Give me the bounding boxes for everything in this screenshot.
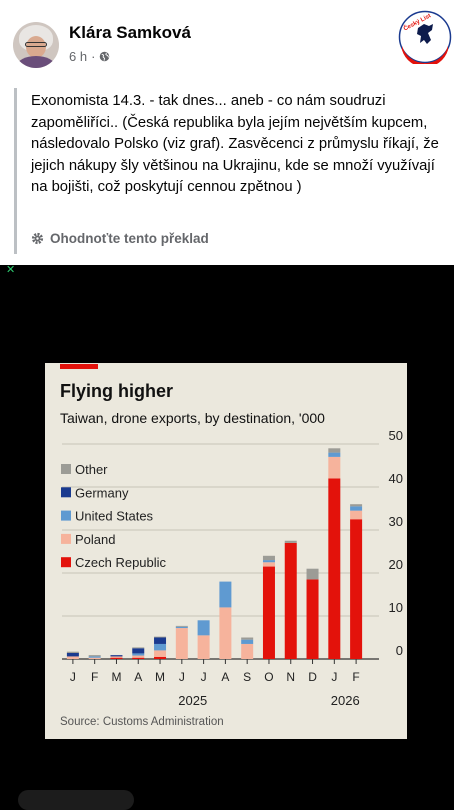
legend-swatch	[61, 510, 71, 521]
post-meta: 6 h ·	[69, 49, 110, 64]
globe-icon	[100, 51, 110, 62]
x-tick-label: O	[264, 670, 273, 684]
bar-segment	[262, 566, 275, 659]
post-text: Exonomista 14.3. - tak dnes... aneb - co…	[31, 93, 439, 195]
close-icon[interactable]: ✕	[6, 264, 16, 276]
bar-segment	[110, 656, 123, 658]
quote-bar	[14, 88, 17, 254]
x-tick-label: J	[179, 670, 185, 684]
legend-swatch	[61, 464, 71, 474]
bar-segment	[284, 542, 297, 659]
bar-segment	[132, 648, 145, 654]
chart-subtitle: Taiwan, drone exports, by destination, '…	[60, 410, 325, 426]
x-tick-label: M	[111, 670, 121, 684]
post-time[interactable]: 6 h	[69, 49, 88, 64]
bar-segment	[110, 657, 123, 659]
bar-segment	[306, 568, 319, 580]
author-name[interactable]: Klára Samková	[69, 23, 191, 42]
bar-segment	[154, 656, 167, 659]
x-tick-label: A	[134, 670, 142, 684]
bar-segment	[132, 647, 145, 649]
chart-accent-bar	[60, 364, 98, 369]
bar-segment	[219, 581, 232, 608]
x-tick-label: F	[352, 670, 359, 684]
bar-segment	[88, 656, 101, 658]
bottom-bar	[18, 790, 134, 810]
y-tick-label: 50	[389, 430, 403, 443]
year-label: 2025	[178, 693, 207, 708]
bar-segment	[132, 653, 145, 656]
y-tick-label: 20	[389, 557, 403, 572]
legend-label: Poland	[75, 532, 115, 547]
bar-segment	[175, 628, 188, 659]
bar-segment	[197, 620, 210, 636]
y-tick-label: 0	[396, 643, 403, 658]
y-tick-label: 10	[389, 600, 403, 615]
bar-segment	[262, 560, 275, 563]
x-tick-label: F	[91, 670, 98, 684]
x-tick-label: S	[243, 670, 251, 684]
bar-segment	[66, 652, 79, 657]
bar-segment	[328, 448, 341, 453]
year-label: 2026	[331, 693, 360, 708]
bar-segment	[328, 456, 341, 479]
y-tick-label: 40	[389, 471, 403, 486]
bar-segment	[350, 506, 363, 511]
legend-label: Germany	[75, 485, 129, 500]
bar-segment	[241, 643, 254, 659]
x-tick-label: M	[155, 670, 165, 684]
bar-segment	[66, 651, 79, 653]
legend-label: United States	[75, 509, 154, 524]
bar-segment	[154, 650, 167, 657]
chart-source: Source: Customs Administration	[60, 716, 224, 728]
bar-segment	[262, 562, 275, 567]
bar-segment	[175, 625, 188, 627]
legend-label: Other	[75, 462, 108, 477]
bar-segment	[66, 656, 79, 659]
legend-swatch	[61, 557, 71, 568]
bar-segment	[219, 607, 232, 659]
legend-swatch	[61, 533, 71, 544]
facebook-post: Klára Samková 6 h · Český List Exonomist…	[0, 0, 454, 265]
bar-segment	[175, 626, 188, 629]
x-tick-label: J	[70, 670, 76, 684]
bar-segment	[88, 657, 101, 659]
legend-label: Czech Republic	[75, 555, 167, 570]
meta-separator: ·	[91, 49, 96, 64]
chart-title: Flying higher	[60, 381, 174, 401]
bar-segment	[284, 540, 297, 543]
bar-segment	[110, 655, 123, 657]
cesky-list-logo-icon[interactable]: Český List	[398, 10, 452, 64]
bar-segment	[241, 637, 254, 640]
bar-segment	[328, 452, 341, 457]
bar-segment	[350, 519, 363, 659]
bar-segment	[306, 579, 319, 659]
bar-segment	[88, 655, 101, 657]
bar-segment	[241, 639, 254, 644]
bar-segment	[154, 637, 167, 644]
bar-segment	[197, 635, 210, 659]
x-tick-label: A	[221, 670, 229, 684]
x-tick-label: D	[308, 670, 317, 684]
x-tick-label: N	[286, 670, 295, 684]
bar-segment	[350, 510, 363, 520]
bar-segment	[132, 657, 145, 659]
chart-card	[45, 363, 407, 739]
bar-segment	[350, 504, 363, 507]
rate-translation-label: Ohodnoťte tento překlad	[50, 231, 209, 246]
avatar[interactable]	[13, 22, 59, 68]
gear-icon	[31, 232, 44, 245]
x-tick-label: J	[201, 670, 207, 684]
bar-segment	[262, 555, 275, 561]
bar-segment	[132, 655, 145, 658]
legend-swatch	[61, 487, 71, 498]
bar-segment	[328, 478, 341, 659]
rate-translation-link[interactable]: Ohodnoťte tento překlad	[31, 231, 209, 246]
bar-segment	[154, 643, 167, 651]
bar-segment	[154, 636, 167, 638]
y-tick-label: 30	[389, 514, 403, 529]
x-tick-label: J	[331, 670, 337, 684]
